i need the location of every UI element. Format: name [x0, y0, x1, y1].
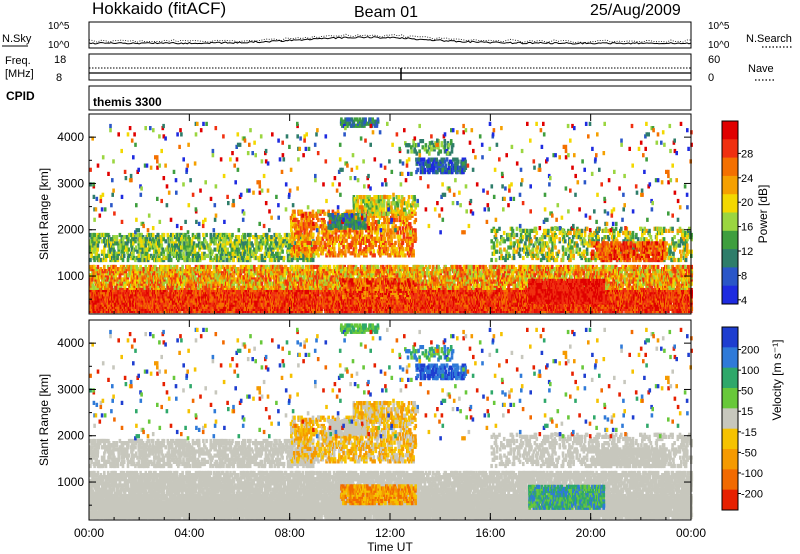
- rti-plot-figure: Hokkaido (fitACF) Beam 01 25/Aug/2009 N.…: [0, 0, 800, 554]
- noise-panel: N.Sky 10^5 10^0 10^5 10^0 N.Search: [2, 21, 792, 51]
- frequency-panel-frame: [89, 54, 691, 80]
- nave-tick-bottom: 0: [708, 72, 714, 84]
- noise-tick-left-bottom: 10^0: [48, 40, 70, 51]
- noise-tick-left-top: 10^5: [48, 21, 70, 32]
- freq-unit-label: [MHz]: [5, 68, 34, 80]
- noise-tick-right-top: 10^5: [708, 21, 730, 32]
- cpid-panel-frame: [89, 86, 691, 110]
- date-title: 25/Aug/2009: [590, 2, 681, 19]
- freq-tick-top: 18: [54, 54, 66, 66]
- freq-tick-bottom: 8: [56, 72, 62, 84]
- station-title: Hokkaido (fitACF): [92, 0, 226, 18]
- noise-sky-label: N.Sky: [2, 33, 32, 45]
- noise-search-label: N.Search: [746, 33, 792, 45]
- beam-title: Beam 01: [354, 4, 418, 21]
- cpid-panel: CPID themis 3300: [6, 86, 691, 110]
- cpid-label: CPID: [6, 89, 35, 103]
- nave-label: Nave: [748, 63, 774, 75]
- frequency-panel: Freq. [MHz] 18 8 60 0 Nave: [5, 54, 775, 84]
- noise-tick-right-bottom: 10^0: [708, 40, 730, 51]
- freq-label: Freq.: [5, 55, 31, 67]
- cpid-program: themis 3300: [93, 95, 162, 109]
- power-cells: [89, 117, 693, 313]
- nave-tick-top: 60: [708, 54, 720, 66]
